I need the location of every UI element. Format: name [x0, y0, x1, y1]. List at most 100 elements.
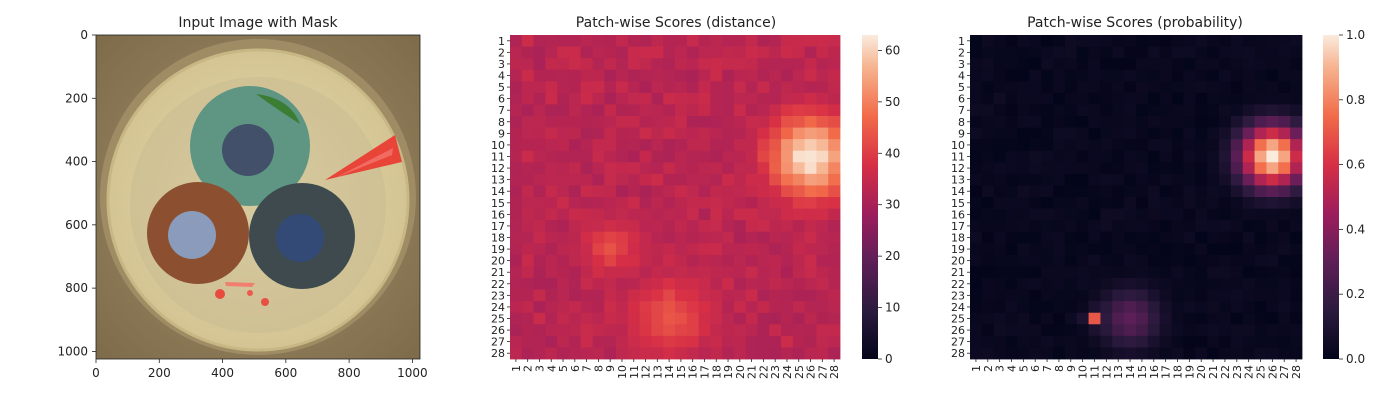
heatmap-cell: [722, 231, 735, 244]
heatmap-cell: [533, 312, 546, 325]
heatmap-cell: [1064, 220, 1078, 233]
heatmap-x-ticklabel: 25: [793, 365, 806, 379]
heatmap-cell: [686, 335, 699, 348]
heatmap-cell: [1076, 347, 1089, 360]
heatmap-cell: [521, 127, 534, 140]
heatmap-cell: [1124, 312, 1137, 325]
heatmap-cell: [1171, 347, 1184, 360]
heatmap-cell: [686, 104, 699, 117]
heatmap-y-ticklabel: 24: [951, 301, 965, 314]
heatmap-cell: [580, 116, 593, 128]
heatmap-cell: [521, 104, 534, 117]
heatmap-cell: [1266, 220, 1279, 233]
heatmap-cell: [1064, 35, 1078, 47]
heatmap-cell: [533, 46, 546, 59]
heatmap-cell: [1100, 92, 1113, 105]
heatmap-cell: [769, 208, 782, 221]
colorbar-gradient: [862, 35, 878, 359]
heatmap-cell: [521, 243, 534, 256]
heatmap-cell: [604, 289, 617, 302]
heatmap-cell: [710, 220, 723, 233]
heatmap-cell: [993, 231, 1006, 244]
heatmap-cell: [1041, 231, 1054, 244]
heatmap-cell: [1100, 35, 1113, 47]
heatmap-cell: [1064, 150, 1078, 163]
heatmap-x-ticklabel: 11: [628, 365, 641, 379]
heatmap-cell: [1112, 162, 1125, 175]
heatmap-cell: [1112, 139, 1125, 152]
heatmap-x-ticklabel: 18: [1172, 365, 1185, 379]
heatmap-cell: [1171, 243, 1184, 256]
heatmap-cell: [604, 197, 617, 209]
heatmap-cell: [651, 139, 664, 152]
heatmap-cell: [710, 347, 723, 360]
heatmap-cell: [1088, 104, 1101, 117]
heatmap-cell: [1076, 81, 1089, 94]
heatmap-cell: [1053, 104, 1066, 117]
heatmap-cell: [1290, 185, 1303, 198]
heatmap-cell: [970, 335, 983, 348]
heatmap-cell: [1278, 150, 1291, 163]
heatmap-cell: [510, 220, 523, 233]
heatmap-cell: [816, 46, 829, 59]
heatmap-cell: [521, 289, 534, 302]
heatmap-cell: [1290, 289, 1303, 302]
heatmap-cell: [828, 220, 841, 233]
heatmap-cell: [804, 347, 817, 360]
heatmap-cell: [1029, 185, 1042, 198]
heatmap-cell: [733, 162, 747, 175]
heatmap-cell: [722, 324, 735, 337]
heatmap-cell: [733, 46, 747, 59]
heatmap-cell: [1041, 278, 1054, 290]
heatmap-cell: [828, 46, 841, 59]
heatmap-cell: [1136, 185, 1149, 198]
heatmap-cell: [1088, 231, 1101, 244]
heatmap-cell: [1147, 58, 1161, 71]
heatmap-x-ticklabel: 18: [710, 365, 723, 379]
heatmap-cell: [1266, 243, 1279, 256]
heatmap-x-ticklabel: 17: [1160, 365, 1173, 379]
heatmap-cell: [1053, 254, 1066, 267]
heatmap-cell: [557, 278, 570, 290]
heatmap-cell: [557, 92, 570, 105]
heatmap-cell: [592, 266, 605, 279]
heatmap-cell: [627, 104, 641, 117]
heatmap-cell: [710, 46, 723, 59]
heatmap-cell: [1029, 58, 1042, 71]
heatmap-cell: [1171, 301, 1184, 314]
heatmap-cell: [627, 208, 641, 221]
heatmap-cell: [745, 324, 758, 337]
heatmap-cell: [1159, 92, 1172, 105]
heatmap-cell: [1005, 69, 1018, 82]
heatmap-cell: [745, 301, 758, 314]
heatmap-cell: [1053, 58, 1066, 71]
heatmap-cell: [1088, 220, 1101, 233]
heatmap-cell: [1064, 197, 1078, 209]
heatmap-cell: [557, 35, 570, 47]
heatmap-cell: [1207, 208, 1220, 221]
heatmap-cell: [1183, 220, 1196, 233]
heatmap-cell: [545, 312, 558, 325]
heatmap-cell: [1005, 266, 1018, 279]
heatmap-cell: [1254, 208, 1267, 221]
heatmap-cell: [733, 231, 747, 244]
heatmap-cell: [970, 220, 983, 233]
heatmap-cell: [1124, 347, 1137, 360]
heatmap-cell: [970, 35, 983, 47]
heatmap-cell: [1266, 231, 1279, 244]
heatmap-cell: [970, 162, 983, 175]
heatmap-cell: [1266, 58, 1279, 71]
heatmap-cell: [1112, 231, 1125, 244]
heatmap-cell: [792, 324, 806, 337]
heatmap-cell: [675, 231, 688, 244]
heatmap-cell: [1266, 324, 1279, 337]
panel-3-title: Patch-wise Scores (probability): [1027, 15, 1243, 31]
heatmap-cell: [769, 301, 782, 314]
heatmap-cell: [1053, 116, 1066, 128]
heatmap-cell: [1195, 208, 1208, 221]
image-y-ticklabel: 600: [65, 218, 88, 232]
heatmap-cell: [781, 254, 794, 267]
heatmap-cell: [1207, 220, 1220, 233]
heatmap-y-ticklabel: 10: [951, 139, 965, 152]
heatmap-cell: [1029, 312, 1042, 325]
